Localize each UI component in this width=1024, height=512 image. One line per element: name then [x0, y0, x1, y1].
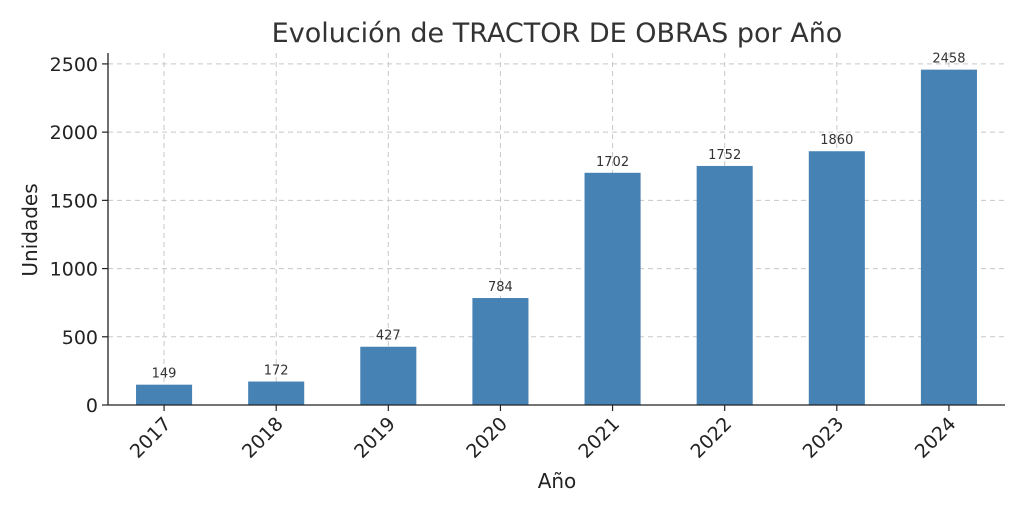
x-tick-label: 2018 [238, 413, 288, 463]
y-axis-label: Unidades [18, 183, 42, 276]
y-ticks: 0 500 1000 1500 2000 2500 [50, 54, 108, 417]
data-labels: 149 172 427 784 1702 1752 1860 2458 [152, 52, 966, 382]
bars [136, 69, 977, 405]
bar [248, 381, 305, 405]
axes [107, 53, 1005, 406]
bar [584, 172, 641, 405]
x-tick-label: 2022 [686, 413, 736, 463]
data-label: 172 [264, 364, 289, 379]
data-label: 149 [152, 367, 177, 382]
data-label: 1752 [708, 148, 741, 163]
x-tick-label: 2020 [462, 413, 512, 463]
x-tick-label: 2023 [799, 413, 849, 463]
bar [360, 346, 417, 405]
x-tick-label: 2017 [126, 413, 176, 463]
y-tick-label: 2500 [50, 54, 98, 76]
y-tick-label: 500 [62, 327, 98, 349]
x-tick-label: 2024 [911, 413, 961, 463]
x-ticks: 2017 2018 2019 2020 2021 2022 2023 2024 [126, 405, 961, 463]
x-tick-label: 2019 [350, 413, 400, 463]
chart-title: Evolución de TRACTOR DE OBRAS por Año [272, 18, 843, 49]
bar [696, 165, 753, 405]
bar [808, 151, 865, 405]
y-tick-label: 1000 [50, 259, 98, 281]
data-label: 427 [376, 329, 401, 344]
x-tick-label: 2021 [574, 413, 624, 463]
grid [108, 53, 1005, 406]
y-tick-label: 0 [86, 395, 98, 417]
bar [136, 384, 193, 405]
data-label: 1860 [820, 133, 853, 148]
data-label: 784 [488, 280, 513, 295]
x-axis-label: Año [538, 469, 577, 493]
bar [920, 69, 977, 405]
data-label: 1702 [596, 155, 629, 170]
data-label: 2458 [932, 52, 965, 67]
bar [472, 298, 529, 405]
y-tick-label: 2000 [50, 122, 98, 144]
y-tick-label: 1500 [50, 190, 98, 212]
